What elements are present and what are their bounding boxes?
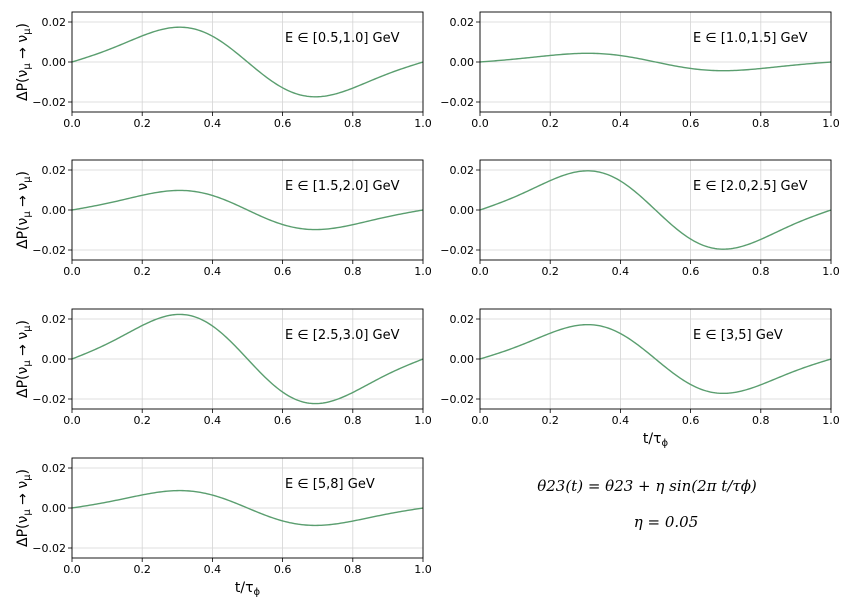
x-tick-label: 1.0	[822, 414, 840, 427]
annotation-box: θ23(t) = θ23 + η sin(2π t/τϕ) η = 0.05	[537, 477, 757, 531]
chart-panel: 0.0 0.2 0.4 0.6 0.8 1.0 0.02 0.00 −0.02 E ∈ [2.5,…	[15, 308, 432, 427]
x-tick-label: 0.0	[471, 117, 489, 130]
y-axis-label: ΔP(νμ → νμ)	[15, 469, 33, 547]
y-axis-label: ΔP(νμ → νμ)	[15, 320, 33, 398]
y-tick-label: 0.00	[450, 204, 475, 217]
x-tick-label: 0.2	[133, 117, 151, 130]
y-tick-label: 0.00	[450, 353, 475, 366]
data-series-line	[479, 52, 832, 72]
x-tick-label: 0.4	[204, 265, 222, 278]
x-tick-label: 0.6	[682, 117, 700, 130]
y-tick-label: −0.02	[32, 393, 66, 406]
x-tick-label: 0.4	[204, 117, 222, 130]
y-tick-label: 0.00	[42, 502, 67, 515]
x-tick-label: 0.8	[752, 265, 770, 278]
y-tick-label: 0.02	[450, 16, 475, 29]
x-tick-label: 0.2	[133, 563, 151, 576]
x-tick-label: 0.2	[541, 117, 559, 130]
x-tick-label: 0.2	[541, 414, 559, 427]
x-tick-label: 0.6	[682, 414, 700, 427]
x-tick-label: 0.6	[274, 563, 292, 576]
y-tick-label: 0.00	[450, 56, 475, 69]
x-axis-label: t/τϕ	[235, 580, 261, 598]
x-tick-label: 0.8	[344, 117, 362, 130]
panel-energy-label: E ∈ [3,5] GeV	[693, 328, 783, 343]
x-tick-label: 0.4	[204, 414, 222, 427]
formula-text: θ23(t) = θ23 + η sin(2π t/τϕ)	[537, 477, 757, 495]
chart-panel: 0.0 0.2 0.4 0.6 0.8 1.0 0.02 0.00 −0.02 E ∈ [1.5,…	[15, 159, 432, 278]
x-tick-label: 0.0	[471, 265, 489, 278]
panel-energy-label: E ∈ [1.5,2.0] GeV	[285, 179, 400, 194]
data-series-line	[479, 323, 832, 395]
x-tick-label: 0.6	[274, 414, 292, 427]
y-tick-label: 0.02	[450, 313, 475, 326]
x-tick-label: 0.0	[63, 563, 81, 576]
data-series-line	[71, 189, 424, 231]
x-tick-label: 0.8	[344, 265, 362, 278]
x-tick-label: 0.4	[612, 117, 630, 130]
panel-energy-label: E ∈ [2.5,3.0] GeV	[285, 328, 400, 343]
x-tick-label: 0.6	[274, 117, 292, 130]
x-tick-label: 0.2	[541, 265, 559, 278]
eta-text: η = 0.05	[634, 513, 699, 531]
chart-panel: 0.0 0.2 0.4 0.6 0.8 1.0 0.02 0.00 −0.02 E ∈ [2.0,…	[440, 159, 840, 278]
y-tick-label: −0.02	[440, 96, 474, 109]
x-tick-label: 0.4	[612, 414, 630, 427]
x-tick-label: 0.2	[133, 265, 151, 278]
chart-panel: 0.0 0.2 0.4 0.6 0.8 1.0 0.02 0.00 −0.02 E ∈ [1.0,…	[440, 11, 840, 130]
chart-panel: 0.0 0.2 0.4 0.6 0.8 1.0 0.02 0.00 −0.02 E ∈ [0.5,…	[15, 11, 432, 130]
chart-panel: 0.0 0.2 0.4 0.6 0.8 1.0 0.02 0.00 −0.02 E ∈ [3,5]…	[440, 308, 840, 449]
panel-energy-label: E ∈ [1.0,1.5] GeV	[693, 31, 808, 46]
x-tick-label: 1.0	[414, 265, 432, 278]
x-tick-label: 1.0	[414, 563, 432, 576]
y-tick-label: −0.02	[440, 393, 474, 406]
panel-energy-label: E ∈ [5,8] GeV	[285, 477, 375, 492]
x-tick-label: 0.4	[612, 265, 630, 278]
data-series-line	[71, 26, 424, 98]
x-tick-label: 0.0	[63, 265, 81, 278]
x-tick-label: 0.6	[274, 265, 292, 278]
y-tick-label: 0.02	[450, 164, 475, 177]
x-tick-label: 0.8	[752, 414, 770, 427]
y-tick-label: −0.02	[32, 96, 66, 109]
data-series-line	[479, 170, 832, 250]
x-tick-label: 0.0	[471, 414, 489, 427]
y-tick-label: −0.02	[32, 542, 66, 555]
panels-group: 0.0 0.2 0.4 0.6 0.8 1.0 0.02 0.00 −0.02 E ∈ [0.5,…	[15, 11, 840, 598]
y-tick-label: −0.02	[440, 244, 474, 257]
y-tick-label: 0.02	[42, 462, 67, 475]
x-tick-label: 0.8	[344, 563, 362, 576]
y-tick-label: 0.00	[42, 56, 67, 69]
x-tick-label: 0.8	[752, 117, 770, 130]
data-series-line	[71, 489, 424, 527]
data-series-line	[71, 313, 424, 405]
chart-panel: 0.0 0.2 0.4 0.6 0.8 1.0 0.02 0.00 −0.02 E ∈ [5,8]…	[15, 457, 432, 598]
x-tick-label: 1.0	[822, 265, 840, 278]
x-tick-label: 0.8	[344, 414, 362, 427]
x-tick-label: 0.0	[63, 414, 81, 427]
y-axis-label: ΔP(νμ → νμ)	[15, 171, 33, 249]
y-tick-label: 0.02	[42, 313, 67, 326]
x-tick-label: 0.0	[63, 117, 81, 130]
x-axis-label: t/τϕ	[643, 431, 669, 449]
y-axis-label: ΔP(νμ → νμ)	[15, 23, 33, 101]
y-tick-label: 0.02	[42, 164, 67, 177]
y-tick-label: 0.00	[42, 353, 67, 366]
y-tick-label: 0.02	[42, 16, 67, 29]
x-tick-label: 0.4	[204, 563, 222, 576]
panel-energy-label: E ∈ [2.0,2.5] GeV	[693, 179, 808, 194]
x-tick-label: 0.6	[682, 265, 700, 278]
y-tick-label: 0.00	[42, 204, 67, 217]
x-tick-label: 1.0	[822, 117, 840, 130]
x-tick-label: 0.2	[133, 414, 151, 427]
panel-energy-label: E ∈ [0.5,1.0] GeV	[285, 31, 400, 46]
x-tick-label: 1.0	[414, 117, 432, 130]
y-tick-label: −0.02	[32, 244, 66, 257]
x-tick-label: 1.0	[414, 414, 432, 427]
